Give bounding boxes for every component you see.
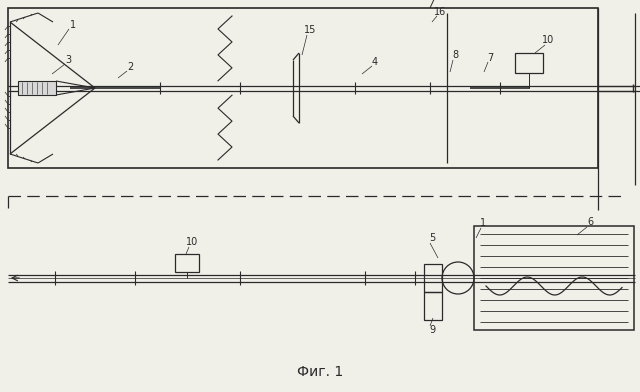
Text: 2: 2 <box>127 62 133 72</box>
Text: 7: 7 <box>487 53 493 63</box>
Bar <box>175 254 199 272</box>
Bar <box>424 264 442 292</box>
Text: 6: 6 <box>587 217 593 227</box>
Text: 3: 3 <box>65 55 71 65</box>
Bar <box>18 81 56 95</box>
Text: 15: 15 <box>304 25 316 35</box>
Text: 16: 16 <box>434 7 446 17</box>
Text: 10: 10 <box>542 35 554 45</box>
Text: Фиг. 1: Фиг. 1 <box>297 365 343 379</box>
Text: 5: 5 <box>429 233 435 243</box>
Text: 10: 10 <box>186 237 198 247</box>
Bar <box>424 292 442 320</box>
Bar <box>515 53 543 73</box>
Bar <box>474 226 634 330</box>
Text: 4: 4 <box>372 57 378 67</box>
Text: 1: 1 <box>70 20 76 30</box>
Text: 8: 8 <box>452 50 458 60</box>
Bar <box>8 8 598 168</box>
Text: 1: 1 <box>480 218 486 228</box>
Text: 9: 9 <box>429 325 435 335</box>
